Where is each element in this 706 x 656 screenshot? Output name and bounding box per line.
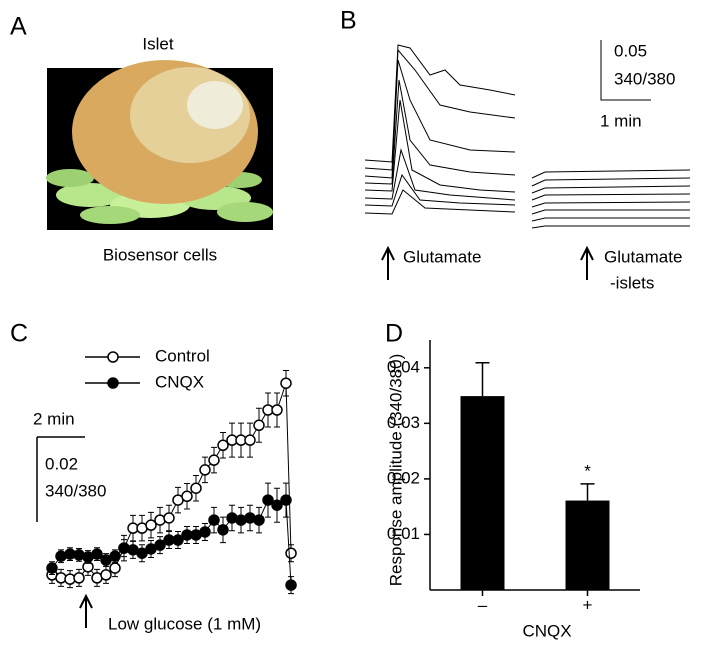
marker (46, 562, 58, 574)
marker (145, 519, 157, 531)
islet-highlight (187, 81, 243, 129)
marker (100, 569, 112, 581)
marker (208, 514, 220, 526)
arrow (381, 245, 395, 280)
trace (364, 189, 516, 215)
error-bar (475, 362, 490, 397)
marker (271, 404, 283, 416)
panel-label: C (10, 320, 28, 348)
marker (208, 454, 220, 466)
marker (109, 550, 121, 562)
scale-label: 0.05 (614, 41, 647, 60)
marker (136, 547, 148, 559)
marker (181, 490, 193, 503)
marker (253, 514, 265, 526)
legend-label: CNQX (155, 372, 204, 391)
y-tick-label: 0.01 (387, 524, 420, 543)
arrow (580, 245, 594, 280)
trace (531, 225, 690, 229)
islet-label: Islet (142, 34, 173, 53)
bar (460, 396, 505, 590)
scale-label: 1 min (600, 111, 642, 130)
marker (154, 539, 166, 551)
marker (109, 562, 121, 574)
legend-marker (107, 377, 119, 389)
panel-label: B (340, 7, 357, 35)
trace (531, 209, 690, 215)
significance: * (584, 461, 591, 480)
panel-label: A (10, 13, 27, 41)
scale-bar (600, 40, 651, 101)
trace (364, 44, 516, 163)
marker (285, 547, 297, 559)
marker (118, 542, 130, 554)
legend-marker (107, 351, 119, 363)
trace (364, 59, 516, 179)
marker (280, 494, 292, 506)
marker (199, 526, 211, 538)
shape (46, 169, 94, 187)
trace (364, 48, 516, 171)
arrow (79, 593, 93, 628)
shape (80, 206, 140, 224)
marker (217, 524, 229, 536)
trace (531, 185, 691, 194)
marker (244, 434, 256, 446)
marker (172, 534, 184, 546)
stimulus-label: Glutamate (403, 247, 481, 266)
marker (253, 419, 265, 432)
error-bar (580, 483, 595, 501)
x-tick-label: + (583, 595, 593, 614)
marker (285, 579, 297, 591)
marker (271, 499, 283, 511)
marker (280, 377, 292, 389)
scale-label: 2 min (33, 409, 75, 428)
trace (531, 193, 691, 201)
trace (364, 79, 516, 185)
legend-label: Control (155, 346, 210, 365)
trace (531, 217, 690, 222)
panel-label: D (385, 320, 403, 348)
y-tick-label: 0.02 (387, 468, 420, 487)
annotation: Low glucose (1 mM) (108, 614, 261, 633)
trace (364, 99, 516, 193)
y-tick-label: 0.04 (387, 357, 420, 376)
scale-label: 340/380 (614, 69, 675, 88)
x-tick-label: – (478, 595, 488, 614)
trace (531, 177, 691, 187)
shape (56, 183, 124, 207)
trace (364, 173, 516, 207)
chart-d: 0.01 0.02 0.03 0.04 – + * CNQX Response amplitud… (386, 340, 640, 640)
stimulus-label: Glutamate (604, 247, 682, 266)
scale-label: 0.02 (45, 454, 78, 473)
scale-label: 340/380 (45, 481, 106, 500)
series-line (51, 383, 292, 580)
marker (199, 464, 211, 476)
trace (364, 148, 516, 201)
biosensor-label: Biosensor cells (103, 245, 217, 264)
trace (531, 169, 691, 179)
marker (217, 439, 229, 452)
marker (91, 548, 103, 560)
marker (73, 572, 85, 584)
marker (190, 482, 202, 494)
x-axis-label: CNQX (522, 621, 571, 640)
y-axis-label: Response amplitude (340/380) (386, 354, 405, 586)
trace (531, 201, 691, 208)
chart-c: Control CNQX 2 min 0.02 340/380 Low glucose (… (33, 346, 297, 633)
shape (217, 202, 273, 222)
stimulus-label: -islets (610, 273, 654, 292)
y-tick-label: 0.03 (387, 413, 420, 432)
marker (163, 512, 175, 524)
traces (364, 44, 691, 229)
marker (262, 494, 274, 506)
bar (565, 500, 610, 590)
